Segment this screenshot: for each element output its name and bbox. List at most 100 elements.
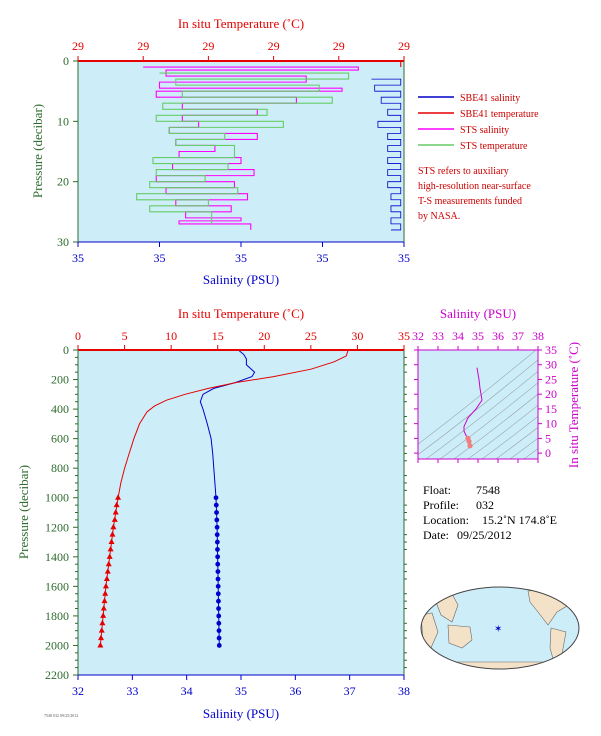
main-temp-tick-label: 30 [351, 329, 363, 343]
ts-density-contour [495, 426, 538, 459]
ts-deep-point [467, 443, 473, 449]
top-temp-ticks: 29 29 29 29 29 29 [72, 39, 410, 61]
main-temp-tick-label: 5 [122, 329, 128, 343]
top-sal-tick-label: 35 [72, 251, 84, 265]
top-temp-tick-label: 29 [268, 39, 280, 53]
salinity-marker [215, 569, 221, 574]
ts-sal-ticks: 32 33 34 35 36 37 38 [412, 329, 544, 463]
top-temp-tick-label: 29 [137, 39, 149, 53]
top-sal-tick-label: 35 [317, 251, 329, 265]
top-temp-tick-label: 29 [72, 39, 84, 53]
ts-density-contour [481, 415, 538, 459]
main-series-group [97, 349, 349, 648]
salinity-marker [215, 576, 221, 582]
temperature-marker [108, 538, 115, 545]
salinity-marker [216, 620, 222, 626]
salinity-marker [213, 495, 219, 501]
main-temp-tick-label: 20 [258, 329, 270, 343]
top-panel: In situ Temperature (˚C) 29 29 29 29 29 29 35… [30, 16, 539, 287]
ts-temp-tick-label: 30 [545, 358, 557, 372]
main-pressure-tick-label: 1600 [45, 579, 69, 593]
top-series-sbe41-salinity [371, 78, 402, 231]
salinity-marker [215, 554, 221, 560]
map-frame [420, 586, 580, 670]
main-pressure-tick-label: 1000 [45, 491, 69, 505]
main-temp-tick-label: 25 [305, 329, 317, 343]
world-map: ✶ [420, 586, 580, 670]
main-pressure-tick-label: 200 [51, 373, 69, 387]
footer-id-text: 7548 032 09/25/2012 [44, 713, 78, 718]
salinity-marker [216, 635, 222, 641]
float-value: 7548 [476, 483, 500, 497]
float-label: Float: [423, 483, 451, 497]
profile-value: 032 [476, 498, 494, 512]
float-info: Float: 7548 Profile: 032 Location: 15.2˚… [423, 483, 557, 542]
ts-temp-tick-label: 35 [545, 343, 557, 357]
temperature-marker [109, 531, 116, 537]
top-temp-axis-title: In situ Temperature (˚C) [178, 16, 304, 31]
main-sal-tick-label: 36 [289, 684, 301, 698]
land-australia [447, 624, 473, 649]
main-sal-tick-label: 32 [72, 684, 84, 698]
note-line-4: by NASA. [418, 211, 460, 222]
top-pressure-axis-title: Pressure (decibar) [30, 104, 45, 198]
salinity-marker [216, 613, 222, 619]
temperature-marker [101, 597, 108, 604]
ts-density-contour [439, 382, 538, 459]
main-sal-tick-label: 35 [235, 684, 247, 698]
main-pressure-tick-label: 800 [51, 461, 69, 475]
salinity-marker [215, 583, 221, 589]
main-sal-axis-title: Salinity (PSU) [203, 706, 279, 721]
ts-series-group [463, 367, 483, 449]
salinity-marker [216, 598, 221, 604]
temperature-marker [104, 568, 111, 574]
date-label: Date: [423, 528, 449, 542]
temperature-marker [110, 523, 117, 530]
salinity-marker [214, 517, 220, 523]
main-sal-tick-label: 38 [398, 684, 410, 698]
ts-sal-tick-label: 33 [432, 329, 444, 343]
main-sal-ticks: 32 33 34 35 36 37 38 [72, 675, 410, 698]
salinity-marker [216, 628, 222, 634]
main-pressure-tick-label: 1400 [45, 550, 69, 564]
ts-panel: Salinity (PSU) 32 33 34 35 36 37 38 0510152025… [412, 306, 581, 468]
ts-temp-tick-label: 10 [545, 417, 557, 431]
main-temp-tick-label: 0 [75, 329, 81, 343]
salinity-marker [214, 532, 220, 538]
sts-note: STS refers to auxiliary high-resolution … [418, 166, 531, 222]
ts-density-contour [453, 393, 538, 459]
top-series-group [136, 61, 402, 231]
main-pressure-ticks: 0 200 400 600 800 1000 1200 1400 1600 1800 2000 220… [45, 343, 407, 682]
ts-temp-axis-title: In situ Temperature (˚C) [566, 342, 581, 468]
top-sal-tick-label: 35 [235, 251, 247, 265]
ts-sal-tick-label: 36 [492, 329, 504, 343]
salinity-marker [215, 561, 221, 567]
top-sal-tick-label: 35 [398, 251, 410, 265]
ts-sal-tick-label: 37 [512, 329, 524, 343]
main-sal-tick-label: 33 [126, 684, 138, 698]
ts-sal-axis-title: Salinity (PSU) [440, 306, 516, 321]
temperature-marker [107, 545, 114, 552]
legend-label-sts-salinity: STS salinity [460, 125, 509, 136]
temperature-marker [98, 634, 105, 641]
ts-temp-tick-label: 15 [545, 402, 557, 416]
temperature-marker [113, 501, 120, 508]
temperature-marker [105, 560, 112, 567]
salinity-marker [214, 510, 219, 515]
top-temp-tick-label: 29 [398, 39, 410, 53]
top-sal-axis-title: Salinity (PSU) [203, 272, 279, 287]
top-temp-tick-label: 29 [333, 39, 345, 53]
temperature-marker [102, 582, 109, 589]
top-pressure-tick-label: 30 [57, 235, 69, 249]
ts-sal-tick-label: 34 [452, 329, 464, 343]
salinity-marker [214, 524, 220, 530]
ts-density-contour [509, 437, 538, 459]
ts-density-contour [467, 404, 538, 459]
location-value: 15.2˚N 174.8˚E [482, 513, 557, 527]
salinity-marker [216, 606, 221, 611]
ts-temp-tick-label: 20 [545, 387, 557, 401]
main-temp-ticks: 0 5 10 15 20 25 30 35 [75, 329, 410, 350]
